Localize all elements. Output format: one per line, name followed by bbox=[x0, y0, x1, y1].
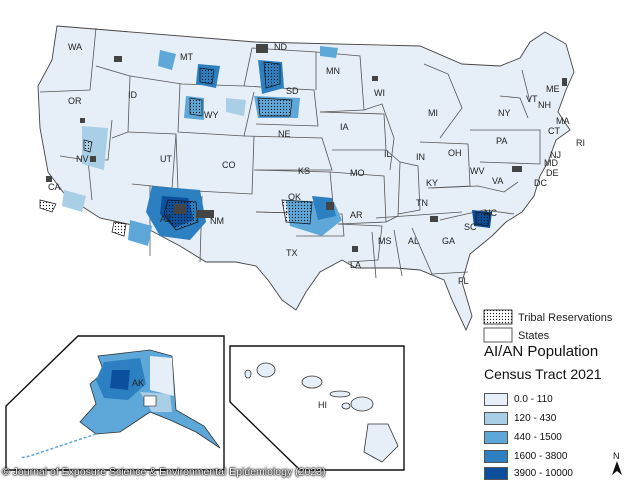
state-label-ne: NE bbox=[278, 129, 291, 139]
hawaii-inset: HI bbox=[229, 345, 405, 471]
legend-states-swatch bbox=[483, 327, 513, 343]
state-label-ct: CT bbox=[548, 126, 560, 136]
legend-bin-label-5: 3900 - 10000 bbox=[514, 467, 573, 479]
contiguous-us: WA MT ND MN ME OR ID SD WI VT NH MI NY M… bbox=[37, 25, 585, 332]
state-label-vt: VT bbox=[526, 94, 538, 104]
state-label-tn: TN bbox=[416, 198, 428, 208]
legend-bin-1: 0.0 - 110 bbox=[484, 392, 553, 406]
state-label-sd: SD bbox=[286, 86, 299, 96]
state-label-wi: WI bbox=[374, 88, 385, 98]
state-label-in: IN bbox=[416, 152, 425, 162]
state-label-al: AL bbox=[408, 236, 419, 246]
alaska-inset: AK bbox=[5, 335, 225, 471]
island-maui bbox=[350, 396, 374, 412]
state-label-ga: GA bbox=[442, 236, 455, 246]
state-label-id: ID bbox=[128, 90, 138, 100]
legend-bin-label-3: 440 - 1500 bbox=[514, 431, 562, 443]
state-label-ri: RI bbox=[576, 138, 585, 148]
island-molokai bbox=[329, 390, 351, 398]
state-label-tx: TX bbox=[286, 248, 298, 258]
legend-bin-label-4: 1600 - 3800 bbox=[514, 450, 568, 462]
tribal-reservations bbox=[39, 61, 491, 237]
state-label-co: CO bbox=[222, 160, 236, 170]
legend-bin-label-1: 0.0 - 110 bbox=[514, 393, 553, 405]
state-label-va: VA bbox=[492, 176, 503, 186]
legend-swatch-1 bbox=[484, 392, 508, 406]
state-label-mn: MN bbox=[326, 66, 340, 76]
state-label-ks: KS bbox=[298, 166, 310, 176]
legend-bin-4: 1600 - 3800 bbox=[484, 449, 567, 463]
state-label-oh: OH bbox=[448, 148, 462, 158]
north-arrow-icon: N bbox=[612, 451, 622, 475]
state-label-mo: MO bbox=[350, 168, 365, 178]
state-label-dc: DC bbox=[534, 178, 547, 188]
state-label-mi: MI bbox=[428, 108, 438, 118]
state-label-nm: NM bbox=[210, 216, 224, 226]
hawaii-inset-frame bbox=[229, 345, 405, 471]
legend-subtitle: Census Tract 2021 bbox=[484, 366, 602, 382]
state-label-sc: SC bbox=[464, 222, 477, 232]
legend-symbols: Tribal Reservations States bbox=[483, 309, 613, 343]
legend-swatch-5 bbox=[484, 466, 508, 480]
legend-swatch-4 bbox=[484, 449, 508, 463]
state-label-ny: NY bbox=[498, 108, 511, 118]
state-label-hi: HI bbox=[318, 400, 327, 410]
island-niihau bbox=[244, 369, 252, 379]
state-label-ak: AK bbox=[132, 378, 144, 388]
state-label-nj: NJ bbox=[550, 150, 561, 160]
state-label-or: OR bbox=[68, 96, 82, 106]
state-label-ky: KY bbox=[426, 178, 438, 188]
legend-title: AI/AN Population bbox=[484, 343, 599, 360]
state-label-nv: NV bbox=[76, 154, 89, 164]
state-label-ar: AR bbox=[350, 210, 363, 220]
state-label-md: MD bbox=[544, 158, 558, 168]
legend-bin-3: 440 - 1500 bbox=[484, 430, 562, 444]
state-label-nc: NC bbox=[484, 208, 497, 218]
state-labels: WA MT ND MN ME OR ID SD WI VT NH MI NY M… bbox=[48, 42, 585, 286]
state-label-il: IL bbox=[384, 149, 392, 159]
legend-bin-5: 3900 - 10000 bbox=[484, 466, 573, 480]
legend-states-label: States bbox=[518, 330, 550, 342]
image-credit: © Journal of Exposure Science & Environm… bbox=[2, 466, 326, 478]
state-label-ut: UT bbox=[160, 154, 172, 164]
state-label-az: AZ bbox=[160, 214, 172, 224]
island-hawaii bbox=[363, 423, 399, 463]
state-label-ma: MA bbox=[556, 116, 570, 126]
us-outline bbox=[37, 25, 575, 332]
state-label-me: ME bbox=[546, 84, 560, 94]
island-oahu bbox=[301, 375, 323, 389]
state-label-ca: CA bbox=[48, 182, 61, 192]
state-label-la: LA bbox=[350, 260, 361, 270]
dense-tracts bbox=[46, 44, 567, 252]
north-arrow-label: N bbox=[613, 451, 620, 461]
state-label-fl: FL bbox=[458, 276, 469, 286]
state-label-wy: WY bbox=[204, 110, 219, 120]
state-label-wv: WV bbox=[470, 166, 485, 176]
state-label-wa: WA bbox=[68, 42, 82, 52]
legend-bin-label-2: 120 - 430 bbox=[514, 412, 557, 424]
legend-swatch-2 bbox=[484, 411, 508, 425]
state-label-ms: MS bbox=[378, 236, 392, 246]
state-label-ok: OK bbox=[288, 192, 301, 202]
legend-tribal-label: Tribal Reservations bbox=[518, 312, 613, 324]
island-kauai bbox=[256, 362, 276, 378]
state-label-de: DE bbox=[546, 168, 559, 178]
state-label-mt: MT bbox=[180, 52, 193, 62]
legend-bin-2: 120 - 430 bbox=[484, 411, 556, 425]
state-label-pa: PA bbox=[496, 136, 507, 146]
island-lanai bbox=[341, 402, 351, 410]
legend-tribal-swatch bbox=[483, 309, 513, 325]
state-label-ia: IA bbox=[340, 122, 349, 132]
legend-swatch-3 bbox=[484, 430, 508, 444]
state-label-nd: ND bbox=[274, 42, 287, 52]
state-label-nh: NH bbox=[538, 100, 551, 110]
